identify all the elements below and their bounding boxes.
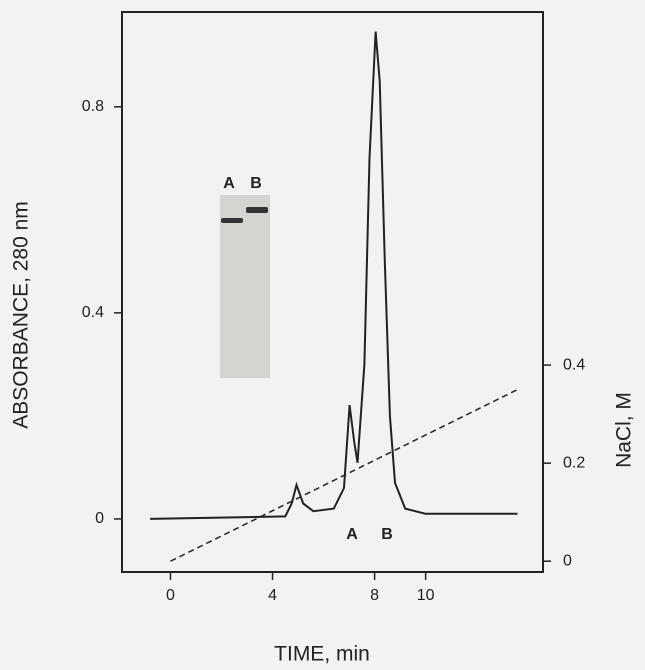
- y2-tick-label: 0.2: [563, 454, 585, 471]
- series-line: [150, 31, 518, 520]
- y2-tick-label: 0.4: [563, 356, 585, 373]
- peak-label: A: [346, 526, 358, 543]
- inset-label: A: [223, 175, 235, 192]
- y2-tick-label: 0: [563, 552, 572, 569]
- gel-band: [221, 218, 243, 223]
- y-axis-label: ABSORBANCE, 280 nm: [10, 201, 33, 429]
- gel-band: [246, 207, 268, 213]
- y2-axis-label: NaCl, M: [613, 392, 636, 468]
- y-tick-label: 0: [95, 510, 104, 527]
- x-tick-label: 0: [166, 587, 175, 604]
- x-axis-label: TIME, min: [274, 643, 370, 666]
- x-tick-label: 4: [268, 587, 277, 604]
- gel-inset: [220, 195, 270, 378]
- plot-frame: [121, 11, 544, 573]
- inset-label: B: [250, 175, 262, 192]
- peak-label: B: [381, 526, 393, 543]
- y-tick-label: 0.4: [82, 304, 104, 321]
- y-tick-label: 0.8: [82, 98, 104, 115]
- x-tick-label: 8: [370, 587, 379, 604]
- x-tick-label: 10: [417, 587, 435, 604]
- series-line: [170, 388, 518, 562]
